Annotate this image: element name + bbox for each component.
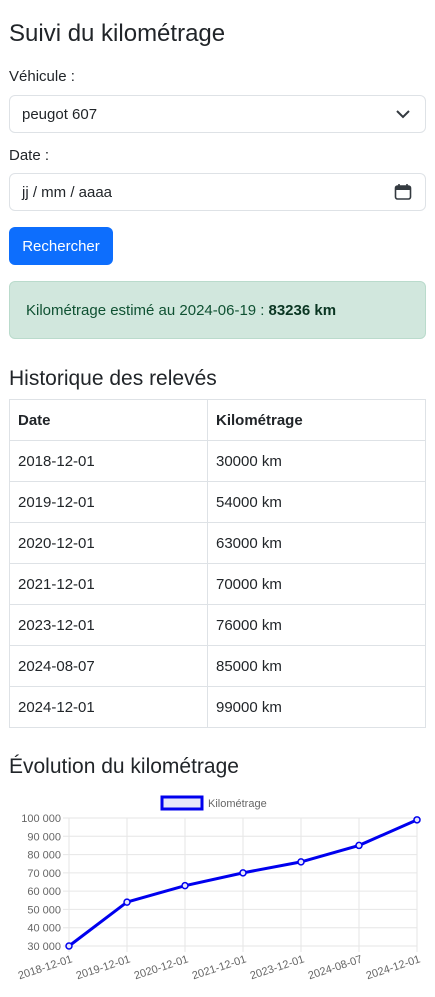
cell-date: 2019-12-01 (9, 481, 208, 523)
cell-mileage: 63000 km (207, 522, 426, 564)
estimate-text: Kilométrage estimé au 2024-06-19 : (26, 301, 265, 319)
cell-mileage: 30000 km (207, 440, 426, 482)
x-tick-label: 2021-12-01 (191, 953, 248, 982)
cell-date: 2018-12-01 (9, 440, 208, 482)
cell-date: 2020-12-01 (9, 522, 208, 564)
x-tick-label: 2020-12-01 (133, 953, 190, 982)
data-point (413, 816, 421, 824)
table-row: 2024-08-07 85000 km (9, 645, 426, 687)
page-title: Suivi du kilométrage (9, 20, 226, 47)
x-tick-label: 2024-12-01 (365, 953, 422, 982)
data-point (65, 942, 73, 950)
header-mileage: Kilométrage (207, 399, 426, 441)
vehicle-select[interactable]: peugot 607 (9, 95, 426, 133)
cell-mileage: 70000 km (207, 563, 426, 605)
x-tick-label: 2019-12-01 (75, 953, 132, 982)
x-tick-label: 2024-08-07 (307, 953, 364, 982)
vehicle-label: Véhicule : (9, 68, 75, 85)
data-point (181, 881, 189, 890)
chart-y-ticks: 30 000 40 000 50 000 60 000 70 000 80 000 90 0… (21, 813, 61, 953)
history-table: Date Kilométrage 2018-12-01 30000 km 2019… (9, 399, 426, 728)
cell-date: 2021-12-01 (9, 563, 208, 605)
cell-mileage: 99000 km (207, 686, 426, 728)
table-row: 2021-12-01 70000 km (9, 563, 426, 605)
data-point (355, 841, 363, 850)
chart-legend: Kilométrage (160, 795, 267, 811)
chart-series (65, 816, 421, 950)
legend-swatch (160, 795, 204, 811)
cell-date: 2023-12-01 (9, 604, 208, 646)
x-tick-label: 2018-12-01 (17, 953, 74, 982)
y-tick-label: 40 000 (27, 923, 61, 935)
cell-date: 2024-08-07 (9, 645, 208, 687)
date-label: Date : (9, 147, 50, 164)
cell-date: 2024-12-01 (9, 686, 208, 728)
y-tick-label: 60 000 (27, 886, 61, 898)
cell-mileage: 85000 km (207, 645, 426, 687)
date-input-placeholder: jj / mm / aaaa (22, 183, 113, 201)
calendar-icon[interactable] (393, 182, 413, 202)
data-point (239, 869, 247, 877)
x-tick-label: 2023-12-01 (249, 953, 306, 982)
estimate-alert: Kilométrage estimé au 2024-06-19 : 83236… (9, 281, 426, 339)
y-tick-label: 100 000 (21, 813, 61, 825)
chevron-down-icon (393, 104, 413, 124)
cell-mileage: 76000 km (207, 604, 426, 646)
history-title: Historique des relevés (9, 367, 217, 390)
estimate-value: 83236 km (268, 301, 337, 319)
data-point (123, 898, 131, 906)
table-row: 2020-12-01 63000 km (9, 522, 426, 564)
chart-x-ticks: 2018-12-01 2019-12-01 2020-12-01 2021-12-01… (17, 953, 422, 982)
evolution-title: Évolution du kilométrage (9, 755, 239, 778)
legend-label: Kilométrage (208, 798, 267, 810)
table-header-row: Date Kilométrage (9, 399, 426, 441)
y-tick-label: 30 000 (27, 941, 61, 953)
header-date: Date (9, 399, 208, 441)
y-tick-label: 70 000 (27, 868, 61, 880)
table-row: 2023-12-01 76000 km (9, 604, 426, 646)
mileage-chart: 30 000 40 000 50 000 60 000 70 000 80 000 90 0… (17, 795, 422, 982)
table-row: 2018-12-01 30000 km (9, 440, 426, 482)
chart-grid (63, 817, 418, 952)
search-button[interactable]: Rechercher (9, 227, 113, 265)
table-row: 2019-12-01 54000 km (9, 481, 426, 523)
vehicle-select-value: peugot 607 (22, 105, 98, 123)
y-tick-label: 80 000 (27, 850, 61, 862)
y-tick-label: 90 000 (27, 831, 61, 843)
data-point (297, 858, 305, 866)
date-input[interactable]: jj / mm / aaaa (9, 173, 426, 211)
y-tick-label: 50 000 (27, 904, 61, 916)
cell-mileage: 54000 km (207, 481, 426, 523)
table-row: 2024-12-01 99000 km (9, 686, 426, 728)
